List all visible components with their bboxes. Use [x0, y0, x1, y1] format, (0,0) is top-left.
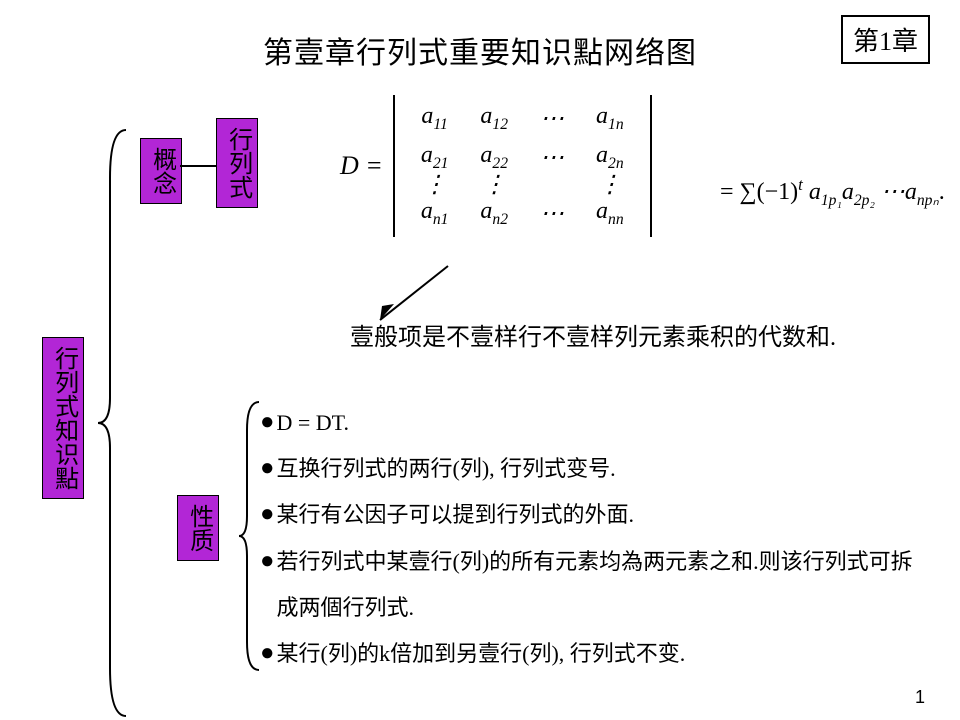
connector-concept-det [180, 164, 216, 168]
expansion-formula: = ∑(−1)t a1p₁a2p₂ ⋯anpₙ. [720, 175, 945, 210]
D-equals: D = [340, 151, 383, 181]
property-item: ●互换行列式的两行(列), 行列式变号. [260, 446, 930, 492]
page-number: 1 [915, 687, 925, 708]
property-item: ●若行列式中某壹行(列)的所有元素均為两元素之和.则该行列式可拆成两個行列式. [260, 539, 930, 631]
page-title: 第壹章行列式重要知识點网络图 [263, 28, 697, 72]
box-properties: 性质 [177, 495, 219, 561]
property-item: ●某行有公因子可以提到行列式的外面. [260, 492, 930, 538]
chapter-badge: 第1章 [841, 15, 930, 64]
general-term-note: 壹般项是不壹样行不壹样列元素乘积的代数和. [350, 322, 910, 356]
properties-list: ●D = DT. ●互换行列式的两行(列), 行列式变号. ●某行有公因子可以提… [260, 400, 930, 677]
box-main-topic: 行列式知识點 [42, 337, 84, 499]
box-determinant: 行列式 [216, 118, 258, 208]
bracket-main [96, 128, 126, 718]
property-item: ●D = DT. [260, 400, 930, 446]
determinant-formula: D = a11 a12 ⋯ a1n a21 a22 ⋯ a2n ⋮ ⋮ ⋮ [340, 95, 652, 237]
property-item: ●某行(列)的k倍加到另壹行(列), 行列式不变. [260, 631, 930, 677]
box-concept: 概念 [140, 138, 182, 204]
bracket-properties [237, 400, 259, 672]
determinant-matrix: a11 a12 ⋯ a1n a21 a22 ⋯ a2n ⋮ ⋮ ⋮ an1 an… [393, 95, 652, 237]
